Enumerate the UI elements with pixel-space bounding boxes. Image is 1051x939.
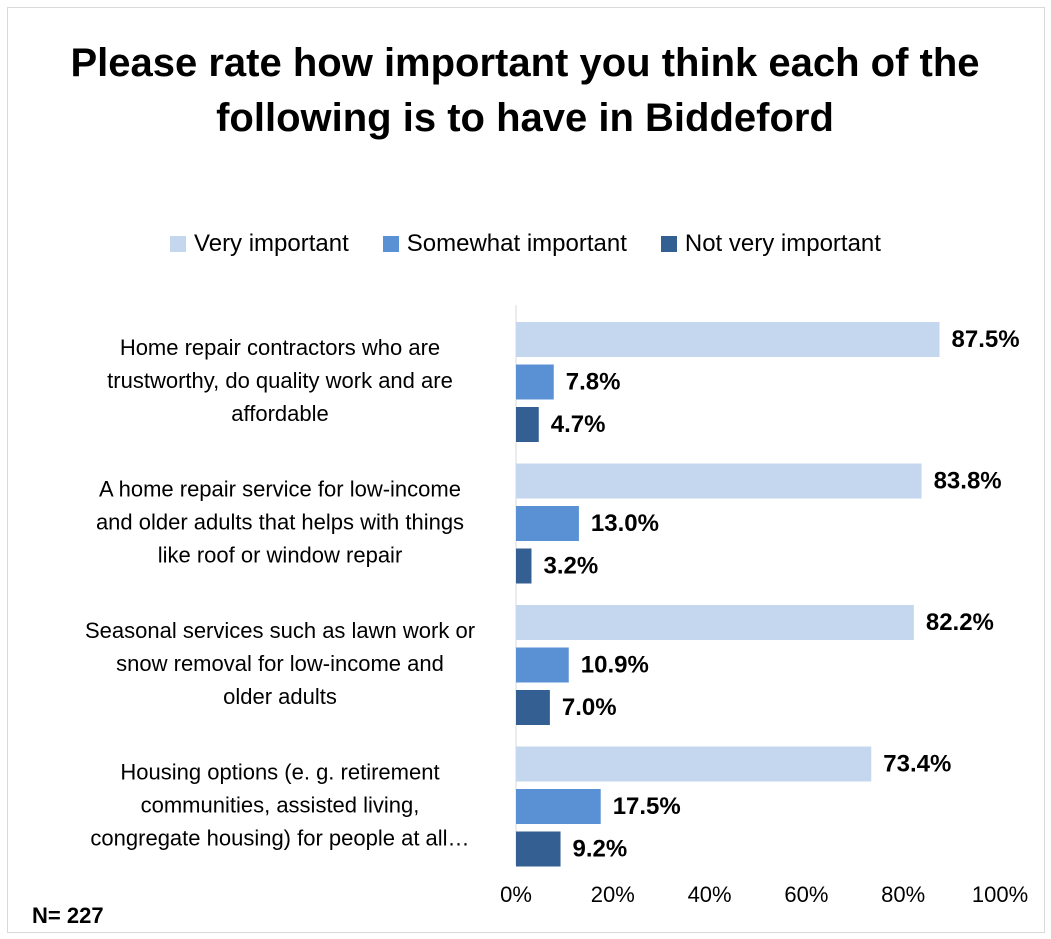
chart-legend: Very important Somewhat important Not ve… xyxy=(0,230,1051,258)
category-label-1: Home repair contractors who are trustwort… xyxy=(107,335,453,426)
category-label-line: affordable xyxy=(231,401,328,426)
category-label-2: A home repair service for low-income and … xyxy=(96,476,464,567)
bar-somewhat-important-1 xyxy=(516,364,554,400)
bar-not-very-important-4 xyxy=(516,831,561,867)
bar-not-very-important-2 xyxy=(516,548,532,584)
sample-size-note: N= 227 xyxy=(32,903,104,928)
category-label-line: older adults xyxy=(223,684,337,709)
legend-label-not-very-important: Not very important xyxy=(684,230,881,257)
legend-label-very-important: Very important xyxy=(194,230,349,257)
category-label-line: A home repair service for low-income xyxy=(99,476,461,501)
category-label-line: congregate housing) for people at all… xyxy=(90,825,469,850)
x-tick-label-4: 80% xyxy=(881,882,925,907)
bar-not-very-important-1 xyxy=(516,407,539,442)
x-tick-label-1: 20% xyxy=(591,882,635,907)
legend-item-somewhat-important: Somewhat important xyxy=(382,230,627,258)
legend-item-not-very-important: Not very important xyxy=(660,230,881,258)
bar-somewhat-important-4 xyxy=(516,789,601,824)
bar-not-very-important-3 xyxy=(516,690,550,725)
value-label-somewhat-important-2: 13.0% xyxy=(591,510,659,537)
category-label-line: Housing options (e. g. retirement xyxy=(120,759,439,784)
value-label-very-important-4: 73.4% xyxy=(883,750,951,777)
value-label-somewhat-important-4: 17.5% xyxy=(613,793,681,820)
bar-very-important-4 xyxy=(516,746,872,782)
legend-item-very-important: Very important xyxy=(170,230,349,258)
bar-very-important-1 xyxy=(516,322,940,357)
value-label-not-very-important-4: 9.2% xyxy=(573,835,628,862)
value-label-very-important-2: 83.8% xyxy=(934,467,1002,494)
value-label-somewhat-important-3: 10.9% xyxy=(581,651,649,678)
x-tick-label-2: 40% xyxy=(688,882,732,907)
category-label-line: communities, assisted living, xyxy=(141,792,420,817)
value-label-not-very-important-1: 4.7% xyxy=(551,411,606,438)
category-label-3: Seasonal services such as lawn work or sn… xyxy=(85,618,475,709)
x-tick-label-3: 60% xyxy=(784,882,828,907)
legend-swatch-very-important xyxy=(170,236,187,252)
category-label-4: Housing options (e. g. retirement communi… xyxy=(90,759,469,850)
bar-very-important-2 xyxy=(516,463,922,499)
value-label-very-important-1: 87.5% xyxy=(952,326,1020,353)
value-label-not-very-important-3: 7.0% xyxy=(562,694,617,721)
legend-label-somewhat-important: Somewhat important xyxy=(406,230,627,257)
category-label-line: and older adults that helps with things xyxy=(96,509,464,534)
legend-swatch-not-very-important xyxy=(660,236,677,252)
bar-very-important-3 xyxy=(516,605,914,640)
legend-swatch-somewhat-important xyxy=(382,236,399,252)
category-label-line: trustworthy, do quality work and are xyxy=(107,368,453,393)
x-tick-label-5: 100% xyxy=(972,882,1028,907)
category-label-line: snow removal for low-income and xyxy=(116,651,444,676)
category-label-line: Seasonal services such as lawn work or xyxy=(85,618,475,643)
value-label-very-important-3: 82.2% xyxy=(926,609,994,636)
category-label-line: Home repair contractors who are xyxy=(120,335,440,360)
chart-title: Please rate how important you think each… xyxy=(70,41,980,140)
x-tick-label-0: 0% xyxy=(500,882,532,907)
value-label-not-very-important-2: 3.2% xyxy=(543,552,598,579)
category-label-line: like roof or window repair xyxy=(158,542,403,567)
bar-somewhat-important-3 xyxy=(516,647,569,683)
bar-somewhat-important-2 xyxy=(516,506,579,541)
value-label-somewhat-important-1: 7.8% xyxy=(566,368,621,395)
